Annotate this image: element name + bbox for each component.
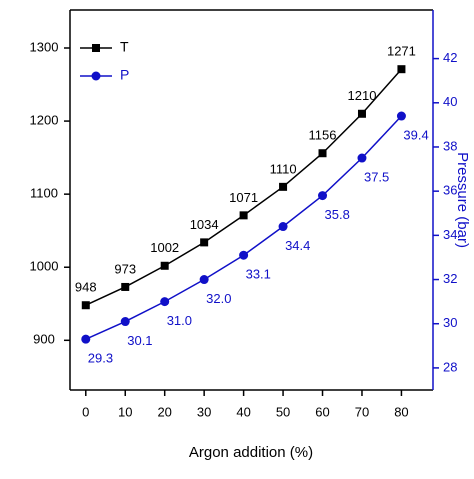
data-label: 1110: [270, 161, 297, 176]
marker: [279, 182, 288, 191]
y2-tick-label: 36: [443, 183, 457, 198]
marker: [396, 111, 406, 121]
legend-label: P: [120, 67, 129, 83]
x-tick-label: 10: [118, 404, 132, 419]
data-label: 31.0: [167, 313, 192, 328]
y2-tick-label: 32: [443, 271, 457, 286]
marker: [239, 211, 248, 220]
marker: [357, 153, 367, 163]
x-tick-label: 70: [355, 404, 369, 419]
legend-marker: [91, 71, 101, 81]
data-label: 1156: [309, 128, 337, 143]
y2-tick-label: 42: [443, 50, 457, 65]
x-tick-label: 40: [236, 404, 250, 419]
marker: [318, 149, 327, 158]
marker: [121, 282, 130, 291]
marker: [160, 261, 169, 270]
x-tick-label: 30: [197, 404, 211, 419]
marker: [120, 317, 130, 327]
data-label: 29.3: [88, 351, 113, 366]
x-tick-label: 0: [82, 404, 89, 419]
y2-tick-label: 40: [443, 94, 457, 109]
data-label: 34.4: [285, 238, 310, 253]
data-label: 1210: [348, 88, 377, 103]
marker: [199, 275, 209, 285]
data-label: 1002: [150, 240, 179, 255]
x-tick-label: 20: [157, 404, 171, 419]
legend-marker: [92, 44, 100, 52]
marker: [81, 334, 91, 344]
marker: [160, 297, 170, 307]
x-axis-label: Argon addition (%): [189, 444, 313, 461]
x-tick-label: 60: [315, 404, 329, 419]
data-label: 37.5: [364, 169, 389, 184]
y-tick-label: 900: [33, 332, 55, 347]
data-label: 30.1: [127, 333, 152, 348]
x-tick-label: 80: [394, 404, 408, 419]
data-label: 1071: [229, 190, 258, 205]
y2-tick-label: 28: [443, 359, 457, 374]
marker: [357, 109, 366, 118]
y-tick-label: 1000: [30, 259, 59, 274]
y-tick-label: 1200: [30, 113, 59, 128]
x-tick-label: 50: [276, 404, 290, 419]
data-label: 973: [114, 261, 136, 276]
data-label: 948: [75, 280, 97, 295]
marker: [239, 250, 249, 260]
marker: [278, 222, 288, 232]
data-label: 1034: [190, 217, 219, 232]
data-label: 35.8: [325, 207, 350, 222]
y-tick-label: 1100: [30, 186, 58, 201]
marker: [397, 65, 406, 74]
data-label: 39.4: [403, 127, 428, 142]
data-label: 33.1: [246, 267, 271, 282]
data-label: 1271: [387, 44, 416, 59]
y2-tick-label: 34: [443, 227, 457, 242]
marker: [200, 238, 209, 247]
y2-axis-label: Pressure (bar): [454, 152, 471, 248]
y2-tick-label: 38: [443, 138, 457, 153]
marker: [81, 301, 90, 310]
legend-label: T: [120, 39, 129, 55]
y2-tick-label: 30: [443, 315, 457, 330]
data-label: 32.0: [206, 291, 231, 306]
series-line: [85, 115, 402, 340]
y-tick-label: 1300: [30, 39, 59, 54]
marker: [318, 191, 328, 201]
